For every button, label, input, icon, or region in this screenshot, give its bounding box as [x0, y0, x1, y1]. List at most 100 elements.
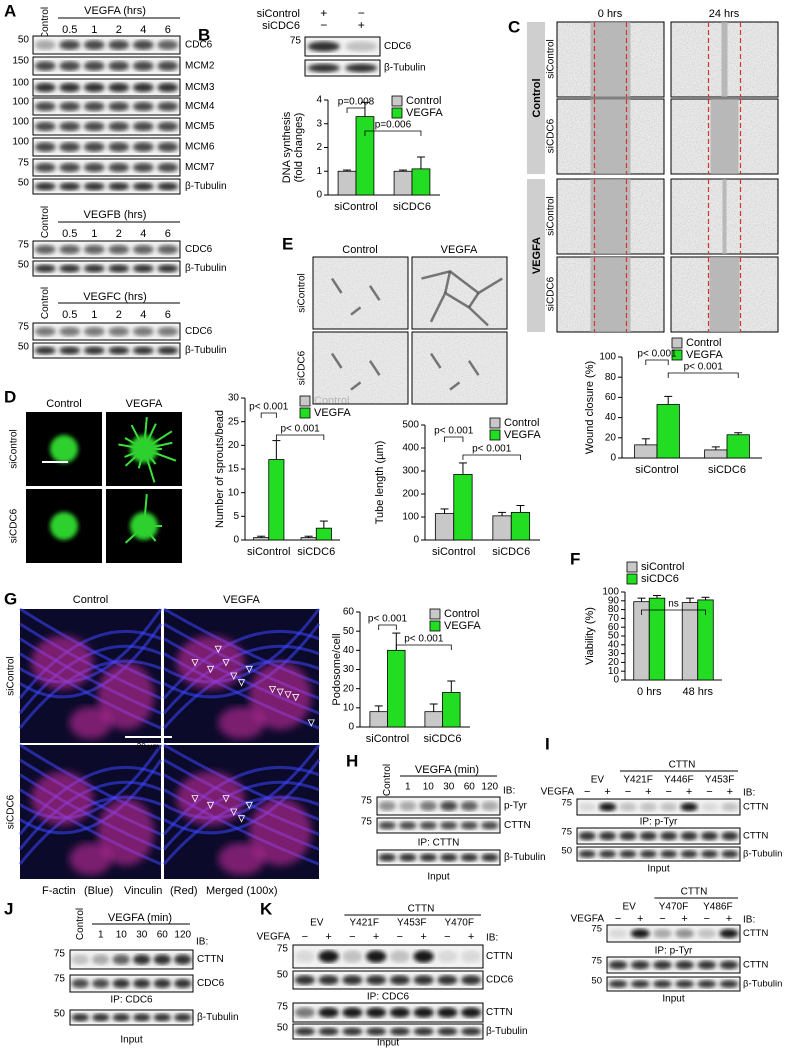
ib-label: IB:	[743, 915, 755, 926]
legend-label: VEGFA	[686, 349, 723, 361]
mw-marker: 100	[12, 78, 29, 89]
bar	[369, 711, 388, 728]
band	[578, 850, 596, 858]
band	[697, 928, 717, 939]
y-tick-label: 500	[402, 420, 419, 431]
panel-letter: J	[4, 899, 13, 918]
mw-marker: 75	[591, 924, 602, 935]
ip-label: IP: CDC6	[367, 992, 410, 1003]
band	[91, 954, 110, 965]
band	[419, 801, 438, 811]
wound-gap	[710, 99, 739, 174]
band	[132, 264, 154, 273]
panel-letter: F	[570, 549, 580, 568]
band	[342, 975, 363, 985]
bar	[337, 170, 357, 196]
blot	[292, 1002, 484, 1023]
column-label: Control	[342, 244, 377, 256]
y-tick-label: 60	[343, 607, 355, 618]
time-label: 60	[157, 930, 169, 941]
band	[132, 182, 154, 191]
cell-signal	[97, 798, 154, 866]
group-band	[527, 22, 545, 174]
time-label: 120	[174, 930, 191, 941]
panel-letter: B	[198, 25, 210, 44]
significance-bracket	[364, 130, 422, 136]
band	[675, 980, 695, 988]
tube	[467, 292, 480, 309]
band	[439, 801, 458, 811]
band	[157, 244, 179, 255]
band	[307, 63, 340, 73]
panel-letter: E	[282, 234, 293, 253]
band	[108, 101, 130, 112]
cell-signal	[97, 662, 154, 730]
group-label: Control	[531, 78, 543, 117]
time-label: 2	[116, 309, 122, 321]
mw-marker: 75	[361, 817, 373, 828]
blot	[576, 846, 741, 862]
construct-label: Y421F	[350, 918, 379, 929]
treatment-sign: −	[665, 786, 671, 798]
band	[697, 980, 717, 988]
podosome-marker	[222, 659, 230, 667]
podosome-marker	[237, 815, 246, 823]
mw-marker: 50	[18, 178, 30, 189]
podosome-marker	[206, 801, 215, 810]
treatment-label: VEGFA	[571, 914, 605, 925]
y-axis-label: Number of sprouts/bead	[214, 410, 226, 528]
bar	[411, 168, 431, 196]
legend-swatch	[626, 561, 638, 573]
band	[157, 101, 179, 112]
band	[680, 850, 698, 858]
band	[460, 801, 479, 811]
treatment-sign: +	[726, 913, 732, 925]
tube	[467, 360, 480, 376]
band	[34, 101, 56, 112]
podosome-marker	[268, 686, 277, 694]
y-tick-label: 10	[343, 702, 355, 713]
x-tick-label: 48 hrs	[682, 686, 713, 698]
p-value: ns	[668, 599, 679, 610]
podosome-marker	[230, 672, 238, 680]
y-tick-label: 0	[610, 453, 616, 464]
band	[34, 264, 56, 273]
protein-label: β-Tubulin	[185, 263, 227, 274]
band	[108, 121, 130, 132]
construct-header: CTTN	[669, 760, 696, 771]
p-value: p< 0.001	[368, 614, 408, 625]
treatment-sign: −	[349, 931, 355, 943]
band	[721, 850, 739, 858]
podosome-marker	[191, 795, 199, 803]
protein-label: CTTN	[743, 928, 768, 939]
significance-bracket	[444, 436, 464, 442]
row-label: siControl	[297, 273, 308, 312]
band	[719, 960, 739, 970]
y-tick-label: 60	[605, 392, 617, 403]
podosome-marker	[206, 665, 215, 674]
input-label: Input	[662, 994, 684, 1005]
cell-signal	[218, 706, 265, 739]
y-tick-label: 20	[605, 432, 617, 443]
band	[652, 980, 672, 988]
band	[294, 1007, 316, 1018]
protein-label: β-Tubulin	[185, 181, 227, 192]
band	[71, 1013, 90, 1022]
legend-swatch	[391, 107, 403, 119]
band	[34, 121, 56, 132]
band	[608, 960, 628, 970]
cell-signal	[249, 662, 312, 730]
time-label: 4	[140, 309, 146, 321]
podosome-marker	[276, 688, 284, 696]
mw-marker: 75	[18, 322, 30, 333]
bar	[315, 527, 332, 541]
band	[413, 950, 434, 963]
tube	[421, 270, 503, 295]
treatment-sign: +	[727, 786, 733, 798]
micrograph-tone	[312, 256, 409, 330]
treatment-sign: +	[645, 786, 651, 798]
time-label: 120	[481, 782, 498, 793]
band	[378, 801, 397, 811]
band	[318, 950, 339, 963]
band	[342, 950, 363, 963]
